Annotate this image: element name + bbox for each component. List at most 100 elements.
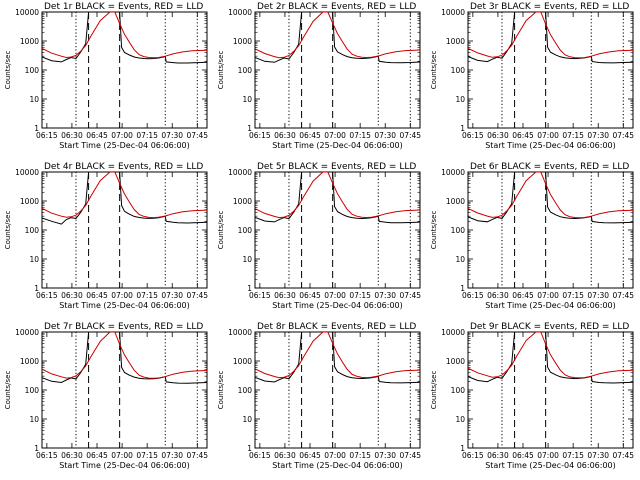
lld-series-line bbox=[468, 12, 633, 59]
x-tick-label: 06:30 bbox=[487, 451, 509, 460]
x-tick-label: 06:30 bbox=[487, 131, 509, 140]
x-tick-label: 06:30 bbox=[487, 291, 509, 300]
x-tick-label: 06:15 bbox=[462, 131, 484, 140]
y-tick-label: 100 bbox=[238, 386, 253, 395]
y-tick-label: 1000 bbox=[233, 37, 252, 46]
x-tick-label: 07:30 bbox=[161, 451, 183, 460]
x-tick-label: 06:45 bbox=[86, 291, 108, 300]
detector-chart: Det 8r BLACK = Events, RED = LLD 1 10 100 10… bbox=[217, 322, 421, 470]
y-tick-label: 10000 bbox=[15, 8, 39, 17]
y-axis bbox=[255, 331, 420, 449]
x-axis-label: Start Time (25-Dec-04 06:06:00) bbox=[272, 301, 403, 310]
x-tick-label: 07:30 bbox=[374, 291, 396, 300]
y-axis bbox=[468, 11, 633, 129]
y-axis bbox=[255, 171, 420, 289]
x-axis-label: Start Time (25-Dec-04 06:06:00) bbox=[485, 301, 616, 310]
x-tick-label: 07:30 bbox=[587, 451, 609, 460]
y-tick-label: 1000 bbox=[446, 357, 465, 366]
detector-chart: Det 9r BLACK = Events, RED = LLD 1 10 100 10… bbox=[430, 322, 634, 470]
y-tick-label: 10 bbox=[29, 95, 39, 104]
chart-title: Det 9r BLACK = Events, RED = LLD bbox=[470, 322, 629, 332]
x-tick-label: 07:15 bbox=[136, 451, 158, 460]
y-tick-label: 1000 bbox=[233, 357, 252, 366]
x-tick-label: 07:15 bbox=[136, 291, 158, 300]
events-series-line bbox=[468, 172, 633, 224]
detector-chart: Det 1r BLACK = Events, RED = LLD 1 10 100 10… bbox=[4, 2, 208, 150]
chart-title: Det 5r BLACK = Events, RED = LLD bbox=[257, 162, 416, 172]
y-tick-label: 100 bbox=[25, 66, 40, 75]
y-tick-label: 100 bbox=[451, 386, 466, 395]
x-tick-label: 06:30 bbox=[274, 291, 296, 300]
y-tick-label: 10000 bbox=[228, 328, 252, 337]
y-tick-label: 100 bbox=[25, 386, 40, 395]
lld-series-line bbox=[468, 332, 633, 379]
x-tick-label: 06:45 bbox=[299, 291, 321, 300]
plot-frame bbox=[254, 171, 421, 289]
x-tick-label: 07:15 bbox=[562, 291, 584, 300]
x-tick-label: 06:30 bbox=[61, 451, 83, 460]
x-tick-label: 07:00 bbox=[111, 131, 133, 140]
lld-series-line bbox=[255, 12, 420, 59]
y-tick-label: 1000 bbox=[446, 197, 465, 206]
detector-chart: Det 3r BLACK = Events, RED = LLD 1 10 100 10… bbox=[430, 2, 634, 150]
chart-title: Det 4r BLACK = Events, RED = LLD bbox=[44, 162, 203, 172]
x-tick-label: 07:30 bbox=[587, 131, 609, 140]
y-axis-label: Counts/sec bbox=[4, 211, 12, 250]
x-tick-label: 07:45 bbox=[186, 291, 208, 300]
x-tick-label: 06:15 bbox=[249, 291, 271, 300]
y-axis bbox=[255, 11, 420, 129]
y-tick-label: 1 bbox=[247, 444, 252, 453]
x-tick-label: 07:30 bbox=[161, 291, 183, 300]
events-series-line bbox=[42, 332, 207, 384]
plot-frame bbox=[467, 331, 634, 449]
x-tick-label: 07:45 bbox=[612, 131, 634, 140]
x-axis-label: Start Time (25-Dec-04 06:06:00) bbox=[59, 301, 190, 310]
x-axis-label: Start Time (25-Dec-04 06:06:00) bbox=[485, 461, 616, 470]
y-tick-label: 10000 bbox=[441, 8, 465, 17]
y-axis-label: Counts/sec bbox=[217, 371, 225, 410]
x-tick-label: 06:15 bbox=[36, 291, 58, 300]
x-tick-label: 07:30 bbox=[374, 451, 396, 460]
y-tick-label: 1000 bbox=[20, 197, 39, 206]
y-tick-label: 1000 bbox=[233, 197, 252, 206]
x-tick-label: 07:15 bbox=[349, 291, 371, 300]
y-tick-label: 1000 bbox=[20, 37, 39, 46]
y-tick-label: 10000 bbox=[15, 328, 39, 337]
chart-title: Det 3r BLACK = Events, RED = LLD bbox=[470, 2, 629, 12]
x-axis-label: Start Time (25-Dec-04 06:06:00) bbox=[272, 141, 403, 150]
plot-frame bbox=[254, 331, 421, 449]
y-tick-label: 100 bbox=[238, 226, 253, 235]
x-tick-label: 06:15 bbox=[462, 451, 484, 460]
x-axis-label: Start Time (25-Dec-04 06:06:00) bbox=[485, 141, 616, 150]
plot-frame bbox=[41, 171, 208, 289]
y-tick-label: 100 bbox=[25, 226, 40, 235]
lld-series-line bbox=[255, 172, 420, 219]
x-tick-label: 07:00 bbox=[111, 451, 133, 460]
x-tick-label: 06:45 bbox=[512, 451, 534, 460]
x-axis-label: Start Time (25-Dec-04 06:06:00) bbox=[59, 461, 190, 470]
x-tick-label: 07:00 bbox=[324, 131, 346, 140]
x-tick-label: 07:00 bbox=[537, 291, 559, 300]
y-tick-label: 10 bbox=[455, 255, 465, 264]
y-tick-label: 10000 bbox=[15, 168, 39, 177]
y-tick-label: 1 bbox=[460, 124, 465, 133]
lld-series-line bbox=[42, 172, 207, 219]
y-axis-label: Counts/sec bbox=[217, 51, 225, 90]
events-series-line bbox=[42, 12, 207, 64]
y-tick-label: 1 bbox=[247, 124, 252, 133]
chart-title: Det 7r BLACK = Events, RED = LLD bbox=[44, 322, 203, 332]
x-tick-label: 07:15 bbox=[349, 131, 371, 140]
y-axis-label: Counts/sec bbox=[430, 371, 438, 410]
chart-title: Det 2r BLACK = Events, RED = LLD bbox=[257, 2, 416, 12]
events-series-line bbox=[255, 12, 420, 64]
plot-frame bbox=[254, 11, 421, 129]
y-tick-label: 10000 bbox=[228, 8, 252, 17]
y-tick-label: 100 bbox=[238, 66, 253, 75]
x-tick-label: 07:15 bbox=[136, 131, 158, 140]
y-axis bbox=[42, 171, 207, 289]
y-tick-label: 1000 bbox=[446, 37, 465, 46]
y-tick-label: 10 bbox=[242, 415, 252, 424]
x-tick-label: 07:45 bbox=[612, 451, 634, 460]
y-axis-label: Counts/sec bbox=[4, 371, 12, 410]
y-tick-label: 100 bbox=[451, 66, 466, 75]
